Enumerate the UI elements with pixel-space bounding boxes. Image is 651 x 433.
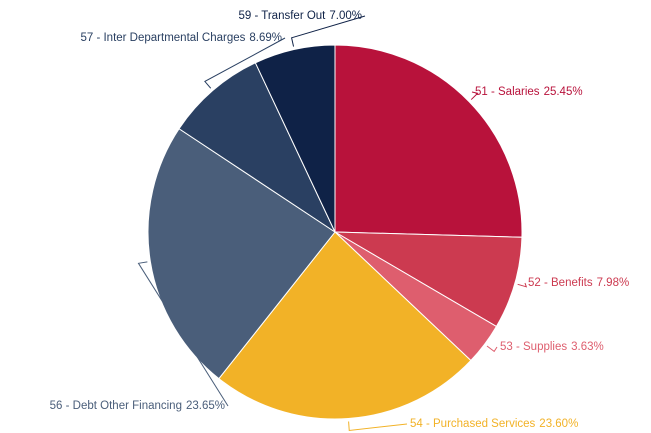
- slice-category: 51 - Salaries: [475, 86, 540, 98]
- slice-label: 56 - Debt Other Financing 23.65%: [50, 400, 225, 412]
- slice-value: 23.60%: [539, 418, 578, 430]
- leader-line: [517, 282, 528, 288]
- slice-value: 25.45%: [544, 86, 583, 98]
- pie-slice: [218, 231, 472, 420]
- slice-category: 53 - Supplies: [500, 341, 567, 353]
- pie-slice: [147, 128, 336, 380]
- slice-category: 54 - Purchased Services: [410, 418, 536, 430]
- slice-value: 23.65%: [186, 400, 225, 412]
- slice-category: 59 - Transfer Out: [238, 10, 326, 22]
- slice-label: 51 - Salaries 25.45%: [475, 86, 583, 98]
- leader-line: [348, 421, 408, 432]
- slice-label: 53 - Supplies 3.63%: [500, 341, 604, 353]
- pie-slice: [254, 44, 336, 233]
- slice-category: 57 - Inter Departmental Charges: [80, 32, 245, 44]
- slice-category: 56 - Debt Other Financing: [50, 400, 182, 412]
- leader-line: [204, 37, 286, 89]
- leader-line: [290, 15, 366, 47]
- leader-line: [486, 345, 498, 353]
- slice-label: 59 - Transfer Out 7.00%: [238, 10, 362, 22]
- pie-slice: [334, 44, 523, 238]
- slice-value: 7.00%: [329, 10, 362, 22]
- slice-category: 52 - Benefits: [528, 277, 593, 289]
- leader-line: [137, 261, 229, 407]
- pie-slice: [178, 62, 337, 234]
- slice-label: 52 - Benefits 7.98%: [528, 277, 629, 289]
- pie-slice: [334, 231, 523, 328]
- slice-value: 7.98%: [597, 277, 630, 289]
- leader-line: [470, 91, 479, 100]
- slice-value: 3.63%: [571, 341, 604, 353]
- slice-value: 8.69%: [249, 32, 282, 44]
- slice-label: 54 - Purchased Services 23.60%: [410, 418, 578, 430]
- slice-label: 57 - Inter Departmental Charges 8.69%: [80, 32, 282, 44]
